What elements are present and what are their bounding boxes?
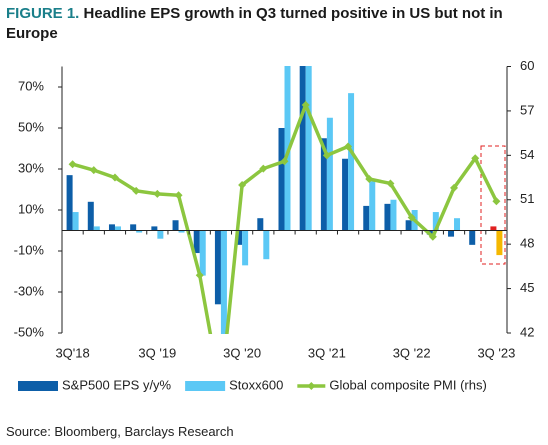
bar xyxy=(384,203,391,231)
y2-tick-label: 42 xyxy=(520,324,534,339)
bar xyxy=(199,230,206,276)
legend-marker xyxy=(307,382,316,390)
bar xyxy=(448,230,455,237)
pmi-marker xyxy=(195,271,204,280)
highlight-box xyxy=(480,145,506,265)
bar xyxy=(363,205,370,231)
y-tick-label: -50% xyxy=(14,324,45,339)
pmi-marker xyxy=(238,180,247,189)
bar xyxy=(305,66,312,231)
pmi-marker xyxy=(132,186,141,195)
bar xyxy=(490,226,497,231)
bar xyxy=(114,226,121,231)
bar xyxy=(257,218,264,231)
bar xyxy=(405,220,412,231)
bar xyxy=(193,230,200,254)
pmi-marker xyxy=(492,197,501,206)
pmi-marker xyxy=(365,175,374,184)
y2-tick-label: 60 xyxy=(520,58,534,73)
bar xyxy=(220,230,227,334)
bar xyxy=(496,230,503,256)
y2-tick-label: 45 xyxy=(520,280,534,295)
bar xyxy=(284,66,291,231)
pmi-marker xyxy=(407,213,416,222)
bar xyxy=(72,212,79,231)
x-tick-label: 3Q '23 xyxy=(477,345,515,360)
source: Source: Bloomberg, Barclays Research xyxy=(6,424,234,439)
x-tick-label: 3Q '21 xyxy=(308,345,346,360)
bar xyxy=(278,128,285,231)
y2-tick-label: 48 xyxy=(520,236,534,251)
pmi-marker xyxy=(68,160,77,169)
bar xyxy=(320,138,327,231)
bar xyxy=(214,230,221,305)
bar xyxy=(157,230,164,239)
bar xyxy=(326,117,333,231)
legend-label: S&P500 EPS y/y% xyxy=(62,377,172,392)
pmi-marker xyxy=(153,189,162,198)
pmi-marker xyxy=(280,157,289,166)
pmi-marker xyxy=(471,154,480,163)
chart: -50% -30% -10% 10% 30% 50% 70% 42 45 48 51 54 57 60 3Q… xyxy=(14,58,535,393)
pmi-marker xyxy=(89,166,98,175)
bar xyxy=(130,224,137,231)
bar xyxy=(263,230,270,260)
y2-tick-label: 57 xyxy=(520,102,534,117)
pmi-marker xyxy=(322,151,331,160)
pmi-marker xyxy=(428,232,437,241)
chart-title: Headline EPS growth in Q3 turned positiv… xyxy=(6,5,503,42)
y2-tick-label: 51 xyxy=(520,191,534,206)
bar xyxy=(432,212,439,231)
bar xyxy=(469,230,476,245)
pmi-marker xyxy=(386,179,395,188)
bar xyxy=(151,226,158,231)
bar xyxy=(87,201,94,231)
x-tick-label: 3Q '20 xyxy=(223,345,261,360)
bar xyxy=(172,220,179,231)
bar xyxy=(454,218,461,231)
x-tick-label: 3Q'18 xyxy=(55,345,89,360)
bar xyxy=(299,66,306,231)
bar xyxy=(66,175,73,231)
y-tick-label: 10% xyxy=(18,201,44,216)
bar xyxy=(342,158,349,231)
bar xyxy=(108,224,115,231)
pmi-marker xyxy=(174,191,183,200)
plot-area xyxy=(66,66,503,334)
y-tick-label: 70% xyxy=(18,78,44,93)
pmi-marker xyxy=(344,142,353,151)
legend-swatch xyxy=(185,381,226,391)
y-tick-label: 30% xyxy=(18,160,44,175)
y-tick-label: 50% xyxy=(18,119,44,134)
bar xyxy=(242,230,249,266)
y2-tick-label: 54 xyxy=(520,147,534,162)
pmi-marker xyxy=(450,183,459,192)
legend-swatch xyxy=(18,381,58,391)
y-tick-label: -10% xyxy=(14,242,45,257)
bar xyxy=(136,230,143,233)
bar xyxy=(93,226,100,231)
bar xyxy=(369,181,376,231)
bar xyxy=(390,199,397,231)
x-tick-label: 3Q '19 xyxy=(138,345,176,360)
y-tick-label: -30% xyxy=(14,283,45,298)
bar xyxy=(236,230,243,245)
x-tick-label: 3Q '22 xyxy=(393,345,431,360)
legend-label: Stoxx600 xyxy=(229,377,283,392)
pmi-marker xyxy=(110,173,119,182)
bar xyxy=(178,230,185,233)
title-block: FIGURE 1. Headline EPS growth in Q3 turn… xyxy=(6,4,542,44)
bar xyxy=(348,93,355,231)
figure-label: FIGURE 1. xyxy=(6,5,80,22)
pmi-marker xyxy=(301,100,310,109)
pmi-marker xyxy=(259,164,268,173)
legend-label: Global composite PMI (rhs) xyxy=(329,377,487,392)
